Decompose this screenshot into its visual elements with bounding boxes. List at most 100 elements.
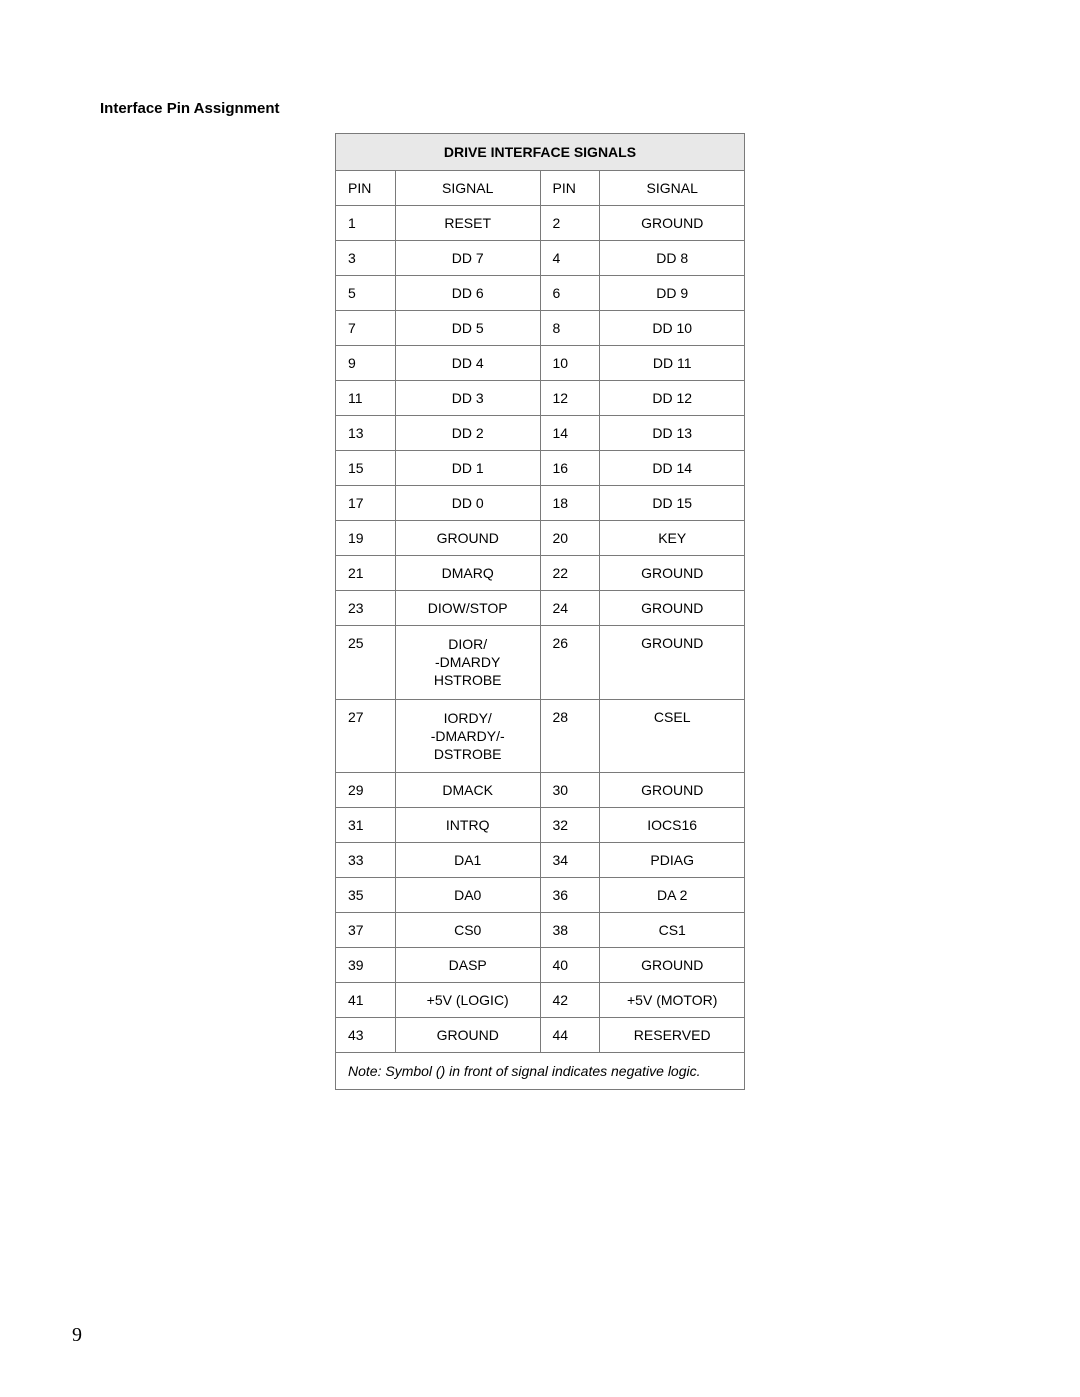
cell-pin-b: 14: [540, 416, 600, 451]
cell-pin-b: 26: [540, 626, 600, 700]
cell-pin-a: 7: [336, 311, 396, 346]
cell-pin-a: 41: [336, 983, 396, 1018]
cell-pin-b: 38: [540, 913, 600, 948]
cell-signal-b: DD 13: [600, 416, 745, 451]
cell-signal-a: DD 7: [395, 241, 540, 276]
cell-signal-a: DMARQ: [395, 556, 540, 591]
cell-pin-b: 4: [540, 241, 600, 276]
table-row: 1RESET2GROUND: [336, 206, 745, 241]
signals-table: DRIVE INTERFACE SIGNALS PIN SIGNAL PIN S…: [335, 133, 745, 1090]
cell-pin-b: 2: [540, 206, 600, 241]
cell-signal-a: IORDY/-DMARDY/-DSTROBE: [395, 699, 540, 773]
table-container: DRIVE INTERFACE SIGNALS PIN SIGNAL PIN S…: [100, 133, 980, 1090]
cell-signal-b: PDIAG: [600, 843, 745, 878]
cell-pin-a: 35: [336, 878, 396, 913]
cell-pin-b: 8: [540, 311, 600, 346]
cell-pin-b: 36: [540, 878, 600, 913]
cell-pin-a: 17: [336, 486, 396, 521]
cell-pin-b: 12: [540, 381, 600, 416]
cell-signal-a: DA0: [395, 878, 540, 913]
page-number: 9: [72, 1324, 82, 1347]
cell-pin-b: 16: [540, 451, 600, 486]
cell-pin-b: 10: [540, 346, 600, 381]
table-row: 9DD 410DD 11: [336, 346, 745, 381]
cell-signal-b: CSEL: [600, 699, 745, 773]
cell-pin-b: 20: [540, 521, 600, 556]
table-row: 31INTRQ32IOCS16: [336, 808, 745, 843]
col-header-pin-b: PIN: [540, 171, 600, 206]
cell-pin-a: 19: [336, 521, 396, 556]
cell-signal-b: DD 11: [600, 346, 745, 381]
cell-pin-b: 40: [540, 948, 600, 983]
table-row: 21DMARQ22GROUND: [336, 556, 745, 591]
section-title: Interface Pin Assignment: [100, 100, 980, 117]
cell-pin-b: 22: [540, 556, 600, 591]
cell-pin-b: 34: [540, 843, 600, 878]
table-row: 7DD 58DD 10: [336, 311, 745, 346]
cell-signal-a: GROUND: [395, 521, 540, 556]
table-header-row: PIN SIGNAL PIN SIGNAL: [336, 171, 745, 206]
cell-signal-b: GROUND: [600, 773, 745, 808]
cell-pin-a: 15: [336, 451, 396, 486]
cell-signal-a: DASP: [395, 948, 540, 983]
table-row: 11DD 312DD 12: [336, 381, 745, 416]
cell-pin-a: 23: [336, 591, 396, 626]
cell-signal-b: KEY: [600, 521, 745, 556]
cell-pin-b: 24: [540, 591, 600, 626]
table-row: 25DIOR/-DMARDYHSTROBE26GROUND: [336, 626, 745, 700]
cell-signal-b: CS1: [600, 913, 745, 948]
cell-pin-a: 31: [336, 808, 396, 843]
cell-signal-b: RESERVED: [600, 1018, 745, 1053]
cell-signal-b: DD 9: [600, 276, 745, 311]
cell-signal-a: DD 5: [395, 311, 540, 346]
cell-signal-a: DIOW/STOP: [395, 591, 540, 626]
cell-signal-a: +5V (LOGIC): [395, 983, 540, 1018]
table-row: 33DA134PDIAG: [336, 843, 745, 878]
cell-pin-a: 43: [336, 1018, 396, 1053]
cell-signal-a: GROUND: [395, 1018, 540, 1053]
cell-signal-a: DMACK: [395, 773, 540, 808]
cell-signal-b: DD 8: [600, 241, 745, 276]
table-row: 39DASP40GROUND: [336, 948, 745, 983]
cell-pin-a: 5: [336, 276, 396, 311]
cell-signal-a: DD 4: [395, 346, 540, 381]
cell-pin-b: 32: [540, 808, 600, 843]
cell-pin-b: 44: [540, 1018, 600, 1053]
cell-signal-a: DD 0: [395, 486, 540, 521]
cell-signal-b: DD 10: [600, 311, 745, 346]
cell-pin-a: 1: [336, 206, 396, 241]
cell-signal-a: DD 2: [395, 416, 540, 451]
table-row: 15DD 116DD 14: [336, 451, 745, 486]
col-header-signal-a: SIGNAL: [395, 171, 540, 206]
cell-pin-a: 9: [336, 346, 396, 381]
cell-signal-a: INTRQ: [395, 808, 540, 843]
cell-pin-b: 6: [540, 276, 600, 311]
cell-signal-a: DD 3: [395, 381, 540, 416]
cell-signal-b: GROUND: [600, 626, 745, 700]
cell-signal-b: DD 14: [600, 451, 745, 486]
table-row: 17DD 018DD 15: [336, 486, 745, 521]
cell-pin-a: 37: [336, 913, 396, 948]
table-row: 43GROUND44RESERVED: [336, 1018, 745, 1053]
cell-signal-a: DD 1: [395, 451, 540, 486]
table-row: 37CS038CS1: [336, 913, 745, 948]
table-row: 27IORDY/-DMARDY/-DSTROBE28CSEL: [336, 699, 745, 773]
cell-pin-a: 25: [336, 626, 396, 700]
table-title: DRIVE INTERFACE SIGNALS: [336, 134, 745, 171]
cell-signal-a: DA1: [395, 843, 540, 878]
cell-pin-a: 11: [336, 381, 396, 416]
cell-signal-b: GROUND: [600, 591, 745, 626]
cell-pin-a: 13: [336, 416, 396, 451]
cell-pin-a: 33: [336, 843, 396, 878]
cell-signal-a: RESET: [395, 206, 540, 241]
cell-pin-b: 42: [540, 983, 600, 1018]
table-row: 5DD 66DD 9: [336, 276, 745, 311]
table-row: 13DD 214DD 13: [336, 416, 745, 451]
cell-signal-b: DD 15: [600, 486, 745, 521]
cell-pin-a: 21: [336, 556, 396, 591]
cell-signal-a: CS0: [395, 913, 540, 948]
cell-signal-a: DD 6: [395, 276, 540, 311]
cell-signal-b: DA 2: [600, 878, 745, 913]
col-header-signal-b: SIGNAL: [600, 171, 745, 206]
cell-pin-a: 27: [336, 699, 396, 773]
